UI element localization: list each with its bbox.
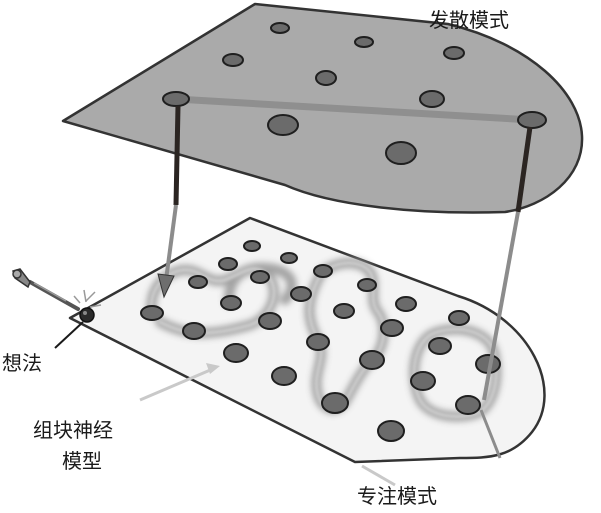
spark-icon <box>73 289 102 308</box>
focused-node <box>377 420 405 442</box>
focused-node <box>428 337 452 355</box>
focused-node <box>223 343 249 363</box>
diffuse-node-connected-right <box>517 111 547 129</box>
diffuse-mode-label: 发散模式 <box>429 8 509 32</box>
focused-node <box>250 270 270 284</box>
focused-node <box>243 240 261 252</box>
focused-node <box>290 286 312 302</box>
right-connector-to-corner <box>479 409 502 459</box>
focused-node <box>359 350 385 370</box>
diffuse-node <box>385 141 417 165</box>
idea-label: 想法 <box>2 351 42 375</box>
diffuse-node <box>419 90 445 108</box>
focused-node <box>306 333 330 351</box>
diffuse-node <box>315 70 337 86</box>
focused-node <box>280 252 298 264</box>
focused-node <box>313 264 333 278</box>
focused-node <box>357 278 377 292</box>
idea-ball-highlight <box>83 311 87 315</box>
focused-node <box>220 295 242 311</box>
diffuse-node-connected-left <box>162 91 190 107</box>
focused-node <box>258 312 282 330</box>
chunk-model-label-line2: 模型 <box>62 449 102 473</box>
focused-pathway-2 <box>223 262 297 307</box>
diffuse-node <box>270 22 290 34</box>
focused-node <box>140 305 164 321</box>
left-connector-arrowhead <box>157 273 175 299</box>
diffuse-nodes <box>162 22 547 165</box>
chunk-model-label-line1: 组块神经 <box>33 418 113 442</box>
diffuse-node <box>443 46 465 60</box>
chunk-pointer-arrow <box>139 366 216 402</box>
focused-node <box>321 392 349 414</box>
left-post-dark <box>173 105 181 206</box>
focused-node <box>218 257 238 271</box>
diffuse-node <box>267 114 299 136</box>
focused-node <box>380 319 404 337</box>
focused-node <box>395 296 417 312</box>
focused-node <box>333 303 355 319</box>
focused-nodes <box>140 240 501 442</box>
idea-ball <box>79 307 95 323</box>
focused-node <box>271 366 297 386</box>
focused-node <box>448 310 470 326</box>
focused-node <box>455 395 481 415</box>
diffuse-connection-line <box>172 95 536 124</box>
focused-node <box>188 275 208 289</box>
focused-label-pointer <box>361 464 396 487</box>
focused-node <box>182 322 206 340</box>
focused-node <box>410 371 436 391</box>
focused-mode-label: 专注模式 <box>357 484 437 508</box>
right-connector-gray <box>482 211 520 401</box>
diffuse-node <box>222 53 244 67</box>
diffuse-node <box>354 36 374 48</box>
plunger-icon <box>12 268 80 311</box>
left-connector-gray <box>164 204 178 281</box>
idea-pointer-line <box>54 321 84 349</box>
chunk-pointer-arrowhead <box>206 363 220 374</box>
right-post-dark <box>515 126 533 213</box>
